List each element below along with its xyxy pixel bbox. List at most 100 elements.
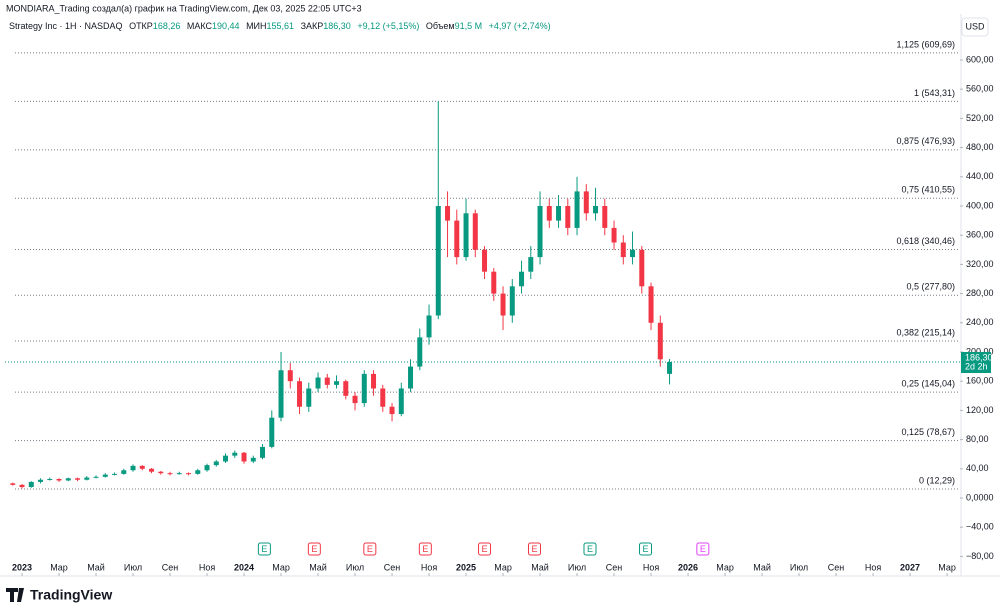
candle-body	[10, 483, 16, 485]
candle-body	[574, 191, 580, 228]
candle-body	[47, 479, 53, 481]
candle-body	[121, 470, 127, 474]
value: 155,61	[267, 21, 295, 31]
candle-body	[667, 361, 673, 374]
y-tick-label: 320,00	[966, 259, 994, 269]
x-tick-label: Ноя	[421, 562, 438, 572]
fib-label: 0,618 (340,46)	[896, 236, 955, 246]
fib-label: 0,382 (215,14)	[896, 327, 955, 337]
earnings-label: E	[587, 544, 593, 554]
legend-line: Strategy Inc · 1Н · NASDAQ ОТКР168,26 МА…	[9, 21, 551, 31]
value: 186,30	[323, 21, 351, 31]
earnings-icon	[527, 542, 541, 556]
x-tick-label: Ноя	[865, 562, 882, 572]
value: +9,12 (+5,15%)	[357, 21, 419, 31]
fib-label: 0,75 (410,55)	[901, 185, 955, 195]
candle-body	[546, 206, 552, 221]
candle-body	[84, 477, 90, 480]
x-tick-label: 2023	[12, 562, 32, 572]
candle-body	[297, 381, 303, 407]
earnings-icon	[418, 542, 432, 556]
x-tick-label: Мар	[272, 562, 290, 572]
candle-body	[602, 206, 608, 228]
x-tick-label: Мар	[938, 562, 956, 572]
earnings-icon	[307, 542, 321, 556]
y-tick-label: 360,00	[966, 230, 994, 240]
currency-button[interactable]	[961, 17, 989, 37]
x-tick-label: Май	[531, 562, 549, 572]
y-tick-label: 40,00	[966, 463, 989, 473]
candle-body	[28, 481, 34, 488]
x-tick-label: 2026	[678, 562, 698, 572]
candle-body	[186, 473, 192, 475]
candle-body	[648, 286, 654, 323]
y-tick-label: 480,00	[966, 142, 994, 152]
candle-body	[158, 471, 164, 474]
candle-body	[232, 452, 238, 456]
x-tick-label: Июл	[568, 562, 586, 572]
attribution: MONDIARA_Trading создал(а) график на Tra…	[6, 3, 362, 13]
fib-label: 1 (543,31)	[914, 88, 955, 98]
value: 190,44	[212, 21, 240, 31]
earnings-icon	[478, 542, 492, 556]
candle-body	[500, 293, 506, 316]
candle-body	[278, 370, 284, 418]
candle-body	[352, 395, 358, 404]
y-tick-label: 200,00	[966, 346, 994, 356]
x-tick-label: 2025	[456, 562, 476, 572]
brand: TradingView	[30, 587, 112, 603]
candle-body	[167, 473, 173, 475]
candle-body	[537, 206, 543, 258]
candle-body	[343, 381, 349, 396]
candle-body	[491, 271, 497, 294]
fib-label: 0,875 (476,93)	[896, 136, 955, 146]
candle-body	[528, 257, 534, 272]
candle-body	[389, 406, 395, 415]
x-tick-label: Мар	[716, 562, 734, 572]
candle-body	[38, 479, 44, 482]
y-tick-label: 0,0000	[966, 492, 994, 502]
y-tick-label: −80,00	[966, 551, 994, 561]
logo: TradingView	[6, 587, 112, 603]
fib-label: 0,5 (277,80)	[906, 282, 955, 292]
x-tick-label: Май	[87, 562, 105, 572]
x-tick-label: Июл	[124, 562, 142, 572]
x-tick-label: 2027	[900, 562, 920, 572]
countdown: 2d 2h	[965, 361, 988, 371]
x-tick-label: Май	[309, 562, 327, 572]
label: ЗАКР	[301, 21, 324, 31]
label: МАКС	[187, 21, 213, 31]
y-tick-label: 160,00	[966, 376, 994, 386]
currency[interactable]: USD	[965, 21, 985, 31]
candle-body	[19, 484, 25, 488]
candle-body	[657, 322, 663, 360]
candle-body	[223, 455, 229, 462]
y-tick-label: 440,00	[966, 171, 994, 181]
earnings-label: E	[367, 544, 373, 554]
x-tick-label: Сен	[162, 562, 179, 572]
x-tick-label: Ноя	[199, 562, 216, 572]
price-tag	[961, 351, 991, 373]
x-tick-label: Май	[753, 562, 771, 572]
candle-body	[509, 286, 515, 316]
symbol: Strategy Inc · 1Н · NASDAQ	[9, 21, 123, 31]
candle-body	[565, 206, 571, 228]
x-tick-label: 2024	[234, 562, 254, 572]
y-tick-label: 80,00	[966, 434, 989, 444]
candle-body	[556, 206, 562, 221]
candle-body	[583, 191, 589, 214]
x-tick-label: Июл	[790, 562, 808, 572]
candle-body	[241, 452, 247, 462]
candle-body	[593, 206, 599, 214]
fib-label: 0,25 (145,04)	[901, 378, 955, 388]
candle-body	[482, 249, 488, 272]
candle-body	[472, 213, 478, 250]
candle-body	[204, 465, 210, 471]
label: Объем	[426, 21, 455, 31]
y-tick-label: 400,00	[966, 200, 994, 210]
earnings-icon	[257, 542, 271, 556]
candle-body	[176, 473, 182, 475]
candle-body	[334, 381, 340, 385]
y-tick-label: 560,00	[966, 84, 994, 94]
